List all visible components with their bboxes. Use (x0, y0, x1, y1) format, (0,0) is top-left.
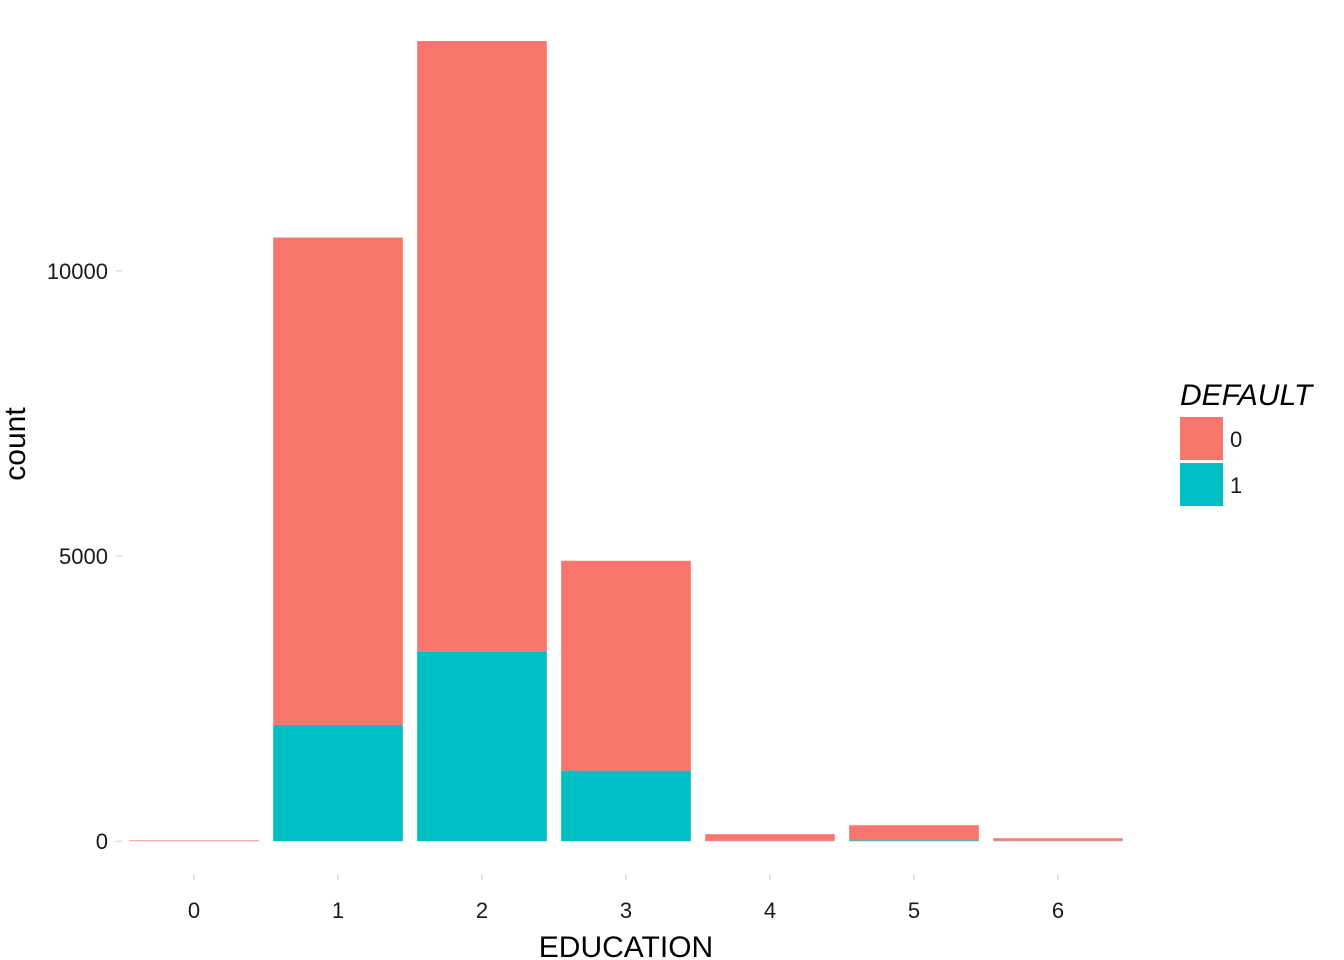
x-axis: 0 1 2 3 4 5 6 (188, 874, 1064, 923)
x-tick-label: 6 (1052, 898, 1064, 923)
legend-key-label: 1 (1230, 473, 1242, 498)
bar-segment-default-0 (849, 825, 979, 841)
y-tick-label: 10000 (47, 259, 108, 284)
x-tick-label: 4 (764, 898, 776, 923)
bar-segment-default-1 (273, 725, 403, 842)
x-tick-label: 3 (620, 898, 632, 923)
legend: DEFAULT 0 1 (1180, 379, 1315, 506)
bar-segment-default-1 (561, 770, 691, 842)
legend-key-swatch (1180, 417, 1223, 460)
bar-segment-default-0 (993, 838, 1123, 841)
bar-segment-default-1 (417, 651, 547, 842)
x-tick-label: 2 (476, 898, 488, 923)
x-tick-label: 1 (332, 898, 344, 923)
legend-key-swatch (1180, 463, 1223, 506)
y-axis-title: count (0, 407, 32, 481)
bar-segment-default-0 (705, 834, 835, 841)
bar-segment-default-1 (849, 840, 979, 842)
x-axis-title: EDUCATION (539, 931, 713, 960)
x-tick-label: 5 (908, 898, 920, 923)
y-axis: 0 5000 10000 (47, 259, 122, 854)
bar-segment-default-0 (129, 840, 259, 842)
legend-key-label: 0 (1230, 427, 1242, 452)
bar-segment-default-0 (417, 41, 547, 652)
bar-segment-default-0 (561, 560, 691, 771)
bars (129, 41, 1123, 842)
y-tick-label: 0 (96, 829, 108, 854)
bar-segment-default-0 (273, 237, 403, 726)
legend-title: DEFAULT (1180, 379, 1315, 412)
x-tick-label: 0 (188, 898, 200, 923)
y-tick-label: 5000 (59, 544, 108, 569)
